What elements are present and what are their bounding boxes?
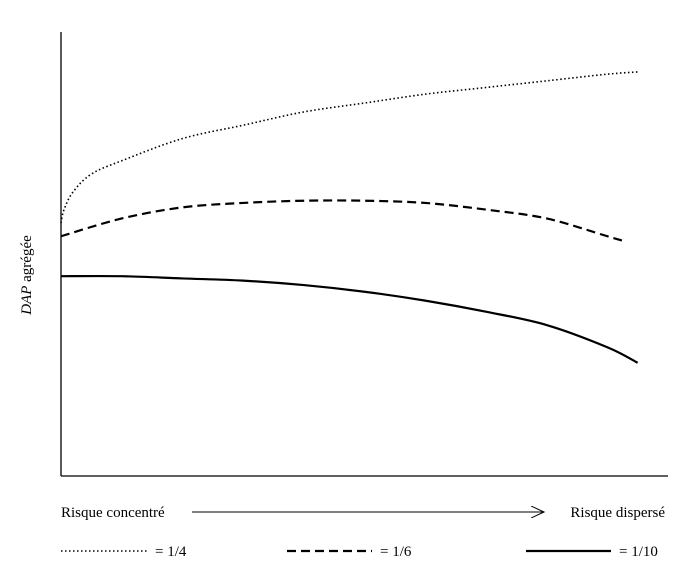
legend: = 1/4 = 1/6 = 1/10	[61, 544, 658, 560]
series-lines	[60, 71, 639, 364]
legend-label-quarter: = 1/4	[155, 544, 187, 560]
x-label-left: Risque concentré	[61, 505, 165, 521]
y-axis-label: DAP agrégée	[19, 235, 35, 316]
series-line-quarter	[60, 71, 638, 224]
x-label-right: Risque dispersé	[570, 505, 665, 521]
legend-label-tenth: = 1/10	[619, 544, 658, 560]
legend-label-sixth: = 1/6	[380, 544, 412, 560]
series-line-sixth	[60, 199, 623, 242]
series-line-tenth	[60, 274, 639, 364]
